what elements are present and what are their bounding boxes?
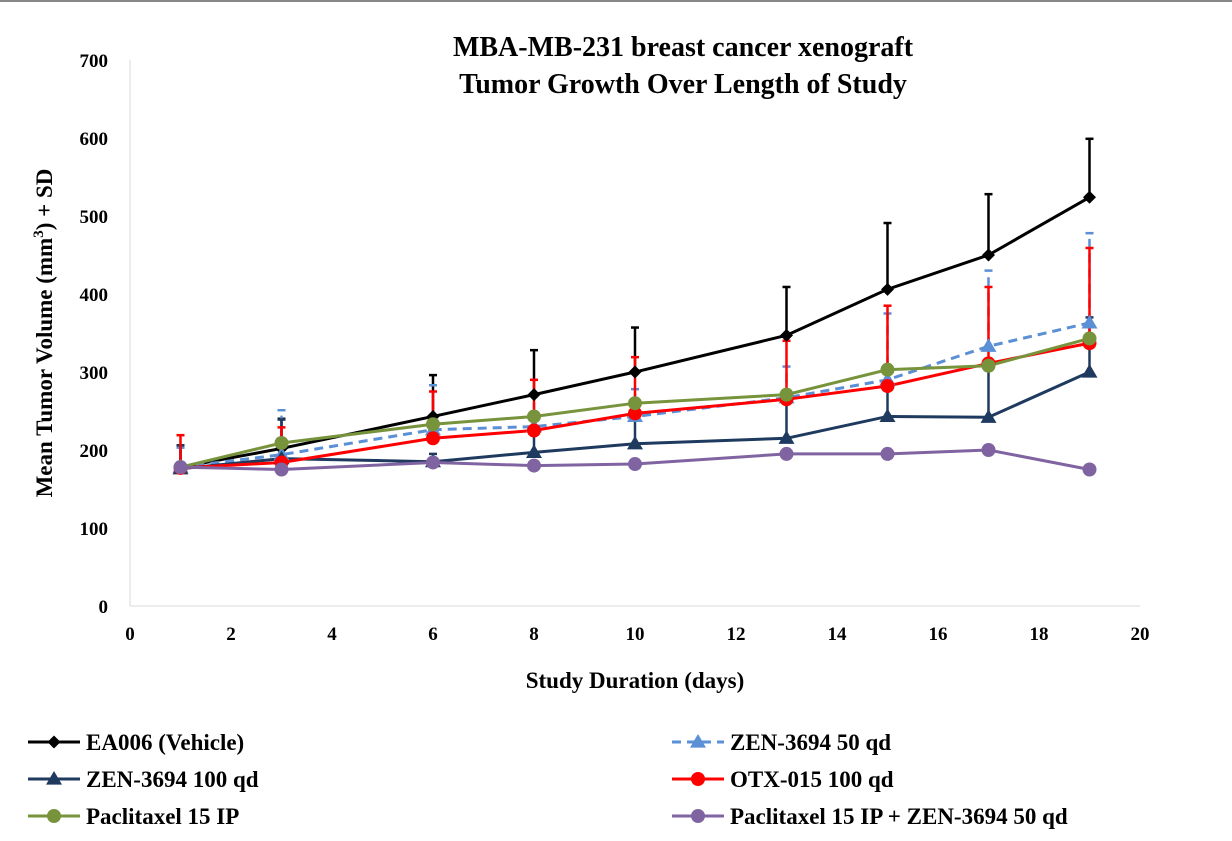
y-tick-label-300: 300 — [80, 363, 109, 384]
x-tick-label-4: 4 — [327, 624, 337, 645]
data-point-otx-015-100-qd-3 — [527, 423, 541, 438]
data-point-paclitaxel-15-ip-4 — [628, 396, 642, 411]
data-point-zen-3694-100-qd-5 — [778, 430, 795, 444]
y-axis-label-main: Mean Tumor Volume (mm — [32, 238, 57, 498]
data-point-paclitaxel-15-ip-7 — [981, 358, 996, 373]
x-tick-label-18: 18 — [1030, 624, 1049, 645]
data-point-ea006-vehicle-8 — [1083, 190, 1096, 204]
y-tick-label-200: 200 — [80, 441, 109, 462]
legend-label-paclitaxel-15-ip-zen-3694-50-qd: Paclitaxel 15 IP + ZEN-3694 50 qd — [730, 804, 1068, 829]
legend-marker-paclitaxel-15-ip-zen-3694-50-qd — [691, 809, 705, 823]
data-point-paclitaxel-15-ip-3 — [527, 409, 541, 424]
y-axis-label-superscript: 3 — [31, 230, 47, 238]
data-point-paclitaxel-15-ip-zen-3694-50-qd-3 — [527, 458, 541, 473]
y-tick-label-0: 0 — [99, 597, 109, 618]
x-tick-label-14: 14 — [828, 624, 848, 645]
x-tick-label-12: 12 — [727, 624, 746, 645]
chart-title-line-2: Tumor Growth Over Length of Study — [459, 69, 907, 100]
data-point-zen-3694-100-qd-8 — [1081, 364, 1098, 378]
data-point-zen-3694-100-qd-4 — [627, 435, 643, 450]
data-point-zen-3694-100-qd-6 — [879, 408, 896, 423]
data-point-zen-3694-50-qd-7 — [980, 338, 997, 352]
data-point-paclitaxel-15-ip-zen-3694-50-qd-5 — [779, 446, 794, 461]
data-point-paclitaxel-15-ip-2 — [426, 417, 440, 432]
legend-label-zen-3694-100-qd: ZEN-3694 100 qd — [86, 767, 259, 792]
legend-marker-ea006-vehicle — [47, 735, 61, 749]
data-point-paclitaxel-15-ip-6 — [880, 362, 895, 377]
y-axis-ticks: 0 100 200 300 400 500 600 700 — [80, 51, 109, 618]
y-tick-label-400: 400 — [80, 285, 109, 306]
data-point-ea006-vehicle-5 — [780, 328, 793, 342]
legend-marker-paclitaxel-15-ip — [47, 809, 61, 823]
data-point-otx-015-100-qd-4 — [628, 406, 642, 421]
y-tick-label-600: 600 — [80, 129, 109, 150]
data-point-paclitaxel-15-ip-zen-3694-50-qd-1 — [274, 462, 289, 477]
data-point-paclitaxel-15-ip-1 — [274, 435, 289, 450]
legend-marker-zen-3694-100-qd — [46, 771, 62, 785]
series-markers — [172, 190, 1098, 477]
y-tick-label-100: 100 — [80, 519, 109, 540]
x-tick-label-6: 6 — [428, 624, 438, 645]
legend-label-paclitaxel-15-ip: Paclitaxel 15 IP — [86, 804, 239, 829]
data-point-ea006-vehicle-3 — [527, 388, 541, 402]
data-point-zen-3694-50-qd-8 — [1081, 314, 1098, 329]
data-point-paclitaxel-15-ip-zen-3694-50-qd-8 — [1082, 462, 1097, 477]
data-point-paclitaxel-15-ip-zen-3694-50-qd-2 — [426, 455, 440, 470]
y-tick-label-700: 700 — [80, 51, 109, 72]
data-point-zen-3694-100-qd-7 — [980, 409, 997, 423]
data-point-otx-015-100-qd-6 — [880, 379, 895, 394]
x-axis-label: Study Duration (days) — [526, 668, 745, 693]
data-point-paclitaxel-15-ip-8 — [1082, 331, 1097, 346]
data-point-paclitaxel-15-ip-zen-3694-50-qd-7 — [981, 443, 996, 457]
data-point-paclitaxel-15-ip-5 — [779, 387, 794, 402]
y-axis-label: Mean Tumor Volume (mm3) + SD — [31, 169, 57, 498]
legend-marker-otx-015-100-qd — [691, 772, 705, 786]
data-point-ea006-vehicle-6 — [881, 282, 894, 296]
x-tick-label-2: 2 — [226, 624, 236, 645]
data-point-ea006-vehicle-4 — [628, 365, 642, 379]
data-point-paclitaxel-15-ip-zen-3694-50-qd-0 — [173, 460, 188, 475]
chart-title-line-1: MBA-MB-231 breast cancer xenograft — [453, 32, 914, 63]
y-axis-label-tail: ) + SD — [32, 169, 57, 231]
x-axis-ticks: 0 2 4 6 8 10 12 14 16 18 20 — [125, 624, 1149, 645]
x-tick-label-20: 20 — [1131, 624, 1150, 645]
x-tick-label-16: 16 — [929, 624, 948, 645]
data-point-ea006-vehicle-7 — [982, 248, 995, 262]
x-tick-label-10: 10 — [626, 624, 645, 645]
legend-marker-zen-3694-50-qd — [690, 734, 706, 748]
legend-label-ea006-vehicle: EA006 (Vehicle) — [86, 730, 244, 755]
x-tick-label-0: 0 — [125, 624, 135, 645]
y-tick-label-500: 500 — [80, 207, 109, 228]
data-point-paclitaxel-15-ip-zen-3694-50-qd-4 — [628, 457, 642, 472]
legend: EA006 (Vehicle) ZEN-3694 50 qd ZEN-3694 10… — [28, 730, 1068, 829]
data-point-zen-3694-100-qd-3 — [526, 444, 542, 458]
legend-label-otx-015-100-qd: OTX-015 100 qd — [730, 767, 894, 792]
data-point-paclitaxel-15-ip-zen-3694-50-qd-6 — [880, 446, 895, 461]
x-tick-label-8: 8 — [529, 624, 539, 645]
data-point-otx-015-100-qd-2 — [426, 431, 440, 446]
legend-label-zen-3694-50-qd: ZEN-3694 50 qd — [730, 730, 891, 755]
